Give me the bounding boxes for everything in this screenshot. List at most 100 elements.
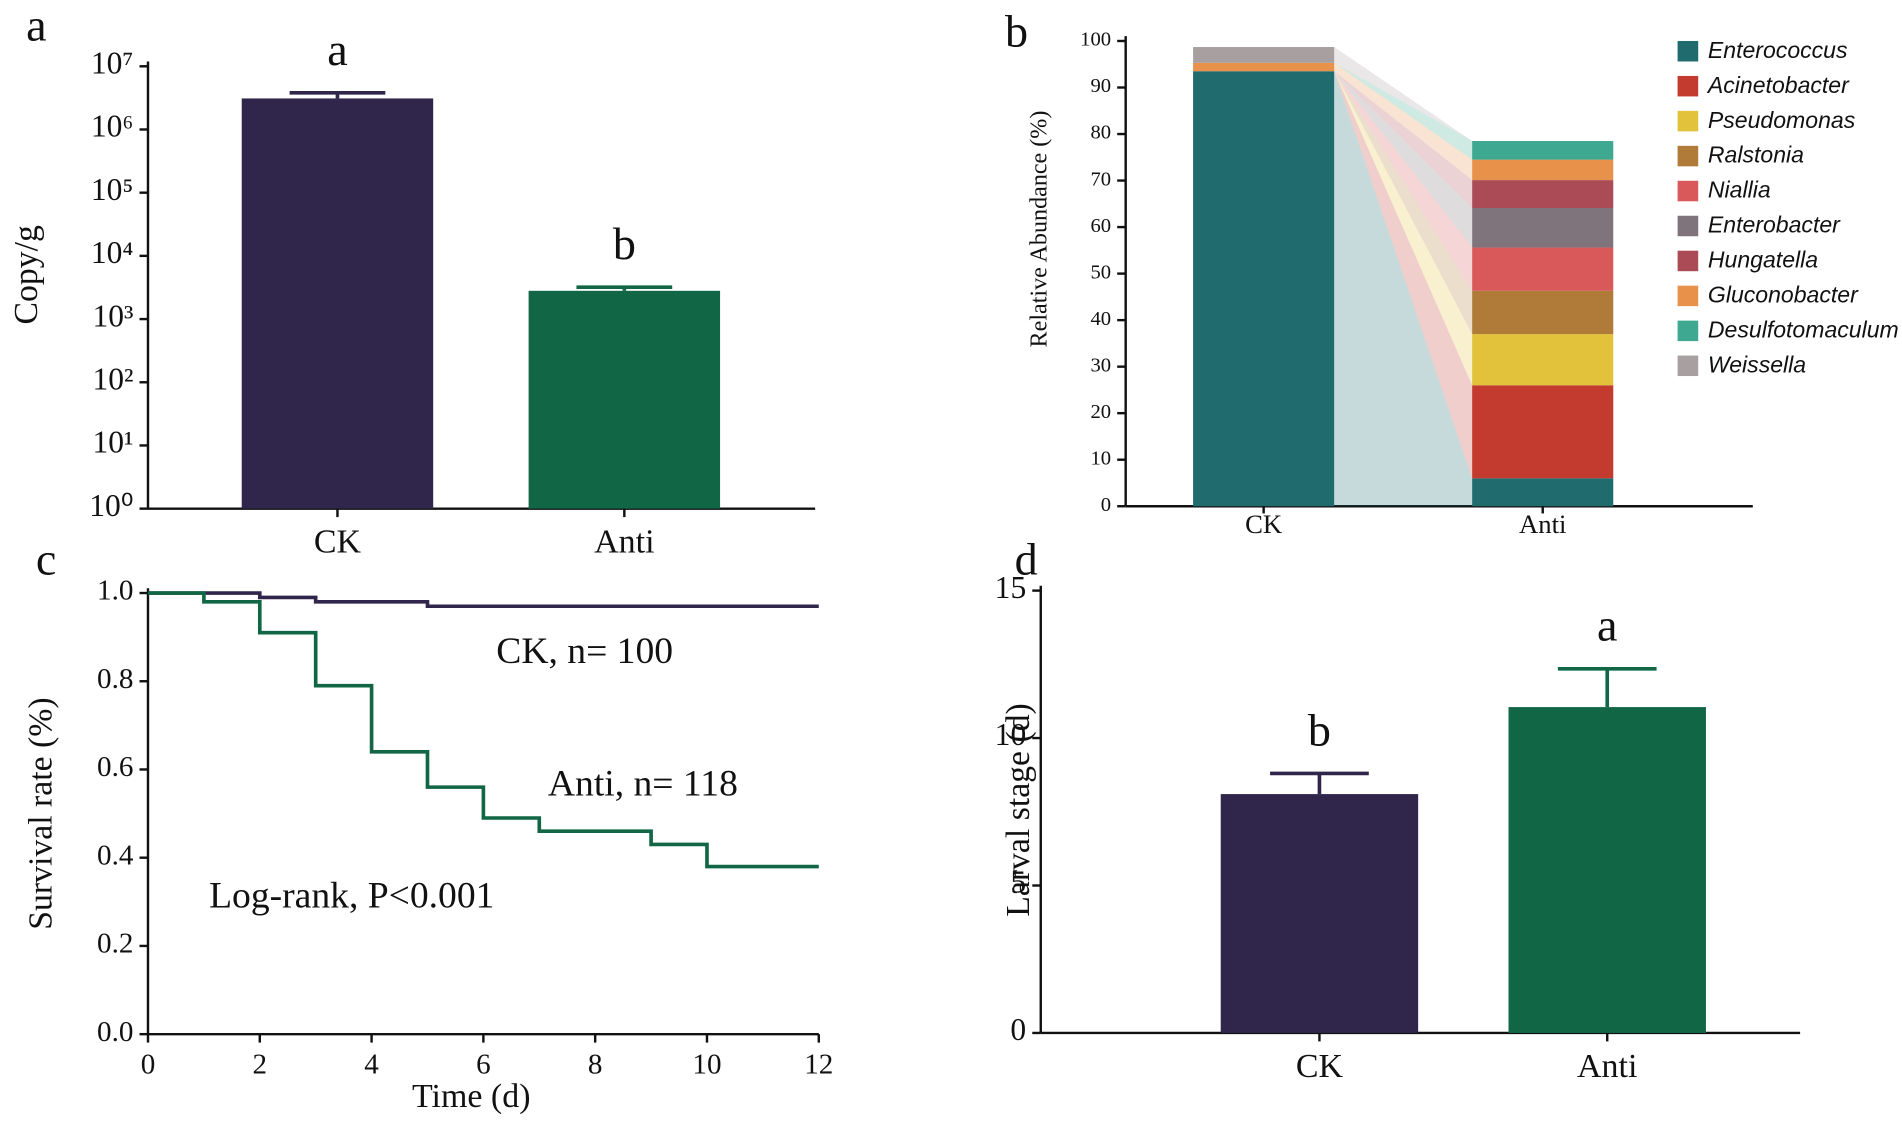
bar [528,290,721,509]
legend-swatch [1677,355,1699,377]
x-tick-label: CK [1296,1048,1344,1085]
bar-segment [1193,62,1335,72]
significance-letter: a [327,24,347,75]
bar [1508,707,1706,1033]
panel-label: b [1005,6,1028,57]
y-tick-label: 15 [995,570,1027,605]
flow-band [1334,71,1473,507]
bar [241,98,434,509]
bar-segment [1472,385,1614,479]
y-tick-label: 10² [92,362,133,397]
y-tick-label: 80 [1091,122,1112,144]
y-tick-label: 0.2 [97,928,133,960]
x-tick-label: 10 [692,1048,721,1080]
legend-swatch [1677,145,1699,167]
legend-label: Pseudomonas [1708,107,1856,133]
legend-label: Hungatella [1708,247,1818,273]
x-tick-label: 2 [253,1048,268,1080]
y-tick-label: 10 [1091,447,1112,469]
y-tick-label: 0.6 [97,751,133,783]
bar [1220,794,1419,1033]
y-tick-label: 10⁵ [91,172,134,207]
y-tick-label: 10⁴ [91,235,134,270]
annotation: Log-rank, P<0.001 [209,876,494,917]
bar-segment [1472,334,1614,386]
x-tick-label: 0 [141,1048,156,1080]
y-tick-label: 0.0 [97,1016,133,1048]
annotation: Anti, n= 118 [548,764,738,805]
y-axis-title: Survival rate (%) [22,697,59,929]
annotation: CK, n= 100 [496,631,673,672]
bar-segment [1472,208,1614,248]
y-tick-label: 0.8 [97,663,133,695]
x-tick-label: CK [1245,509,1282,539]
y-axis-title: Larval stage (d) [1000,703,1037,917]
y-tick-label: 0 [1101,494,1111,516]
bar-segment [1193,47,1335,63]
significance-letter: b [613,218,636,269]
bar-segment [1472,141,1614,160]
x-tick-label: 6 [476,1048,491,1080]
bar-segment [1472,159,1614,181]
bar-segment [1472,290,1614,335]
legend-swatch [1677,320,1699,342]
legend-label: Enterobacter [1708,212,1841,238]
panel-label: d [1015,534,1038,585]
y-axis-title: Relative Abundance (%) [1025,111,1052,348]
y-tick-label: 50 [1091,261,1112,283]
y-tick-label: 20 [1091,401,1112,423]
x-tick-label: 12 [804,1048,833,1080]
y-tick-label: 0.4 [97,839,134,871]
legend-label: Desulfotomaculum [1708,317,1899,343]
y-tick-label: 60 [1091,215,1112,237]
legend-swatch [1677,215,1699,237]
x-tick-label: 4 [364,1048,379,1080]
legend-label: Acinetobacter [1706,72,1850,98]
x-tick-label: Anti [1577,1048,1637,1085]
significance-letter: a [1597,600,1617,651]
y-tick-label: 0 [1010,1012,1026,1047]
panel-label: a [26,0,46,51]
y-tick-label: 90 [1091,75,1112,97]
y-tick-label: 10 [995,717,1027,752]
legend-swatch [1677,40,1699,62]
panel-label: c [36,534,56,585]
significance-letter: b [1308,705,1331,756]
legend-label: Gluconobacter [1708,282,1859,308]
legend-label: Enterococcus [1708,37,1848,63]
bar-segment [1193,71,1335,507]
x-axis-title: Time (d) [412,1078,531,1115]
legend-swatch [1677,285,1699,307]
y-tick-label: 10⁶ [91,109,134,144]
bar-segment [1472,478,1614,507]
y-tick-label: 5 [1010,865,1026,900]
flow-band [1334,71,1473,479]
survival-line [147,591,819,609]
flow-band [1334,71,1473,335]
legend-swatch [1677,110,1699,132]
x-tick-label: 8 [588,1048,603,1080]
legend-label: Ralstonia [1708,142,1804,168]
y-tick-label: 30 [1091,354,1112,376]
y-tick-label: 40 [1091,308,1112,330]
flow-band [1334,71,1473,386]
legend-swatch [1677,180,1699,202]
legend-label: Weissella [1708,352,1806,378]
y-tick-label: 10³ [92,298,133,333]
flow-band [1334,71,1473,248]
legend-swatch [1677,250,1699,272]
legend-label: Niallia [1708,177,1771,203]
survival-line [147,591,819,869]
x-tick-label: Anti [1519,509,1566,539]
flow-band [1334,62,1473,160]
x-tick-label: Anti [594,524,654,561]
flow-band [1334,62,1473,181]
y-tick-label: 10⁰ [89,488,133,523]
y-tick-label: 10¹ [92,425,133,460]
flow-band [1334,71,1473,209]
y-tick-label: 10⁷ [91,46,134,81]
bar-segment [1472,180,1614,209]
y-tick-label: 100 [1080,29,1111,51]
legend-swatch [1677,75,1699,97]
